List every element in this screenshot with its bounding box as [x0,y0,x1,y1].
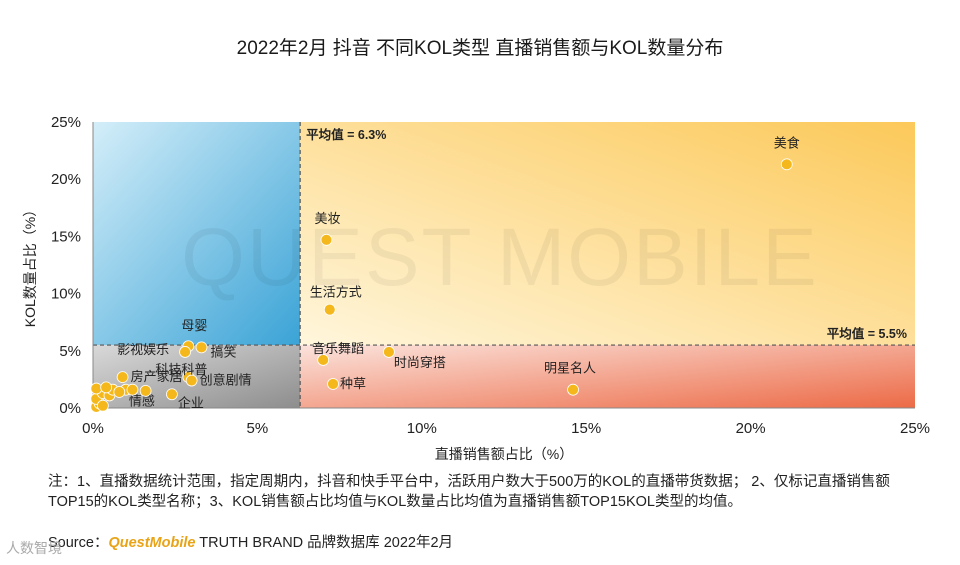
point-label: 生活方式 [310,285,362,300]
x-axis-title: 直播销售额占比（%） [435,446,573,462]
scatter-chart: QUEST MOBILE 平均值 = 6.3% 平均值 = 5.5% 0% 5% 10… [22,114,930,462]
data-point [113,386,126,398]
point-label: 音乐舞蹈 [312,341,364,356]
source-prefix: Source： [48,535,109,551]
avg-x-label: 平均值 = 6.3% [306,127,386,142]
data-point [567,383,579,396]
x-tick-label: 10% [407,420,437,437]
data-point [116,371,129,384]
source-line: Source：QuestMobile TRUTH BRAND 品牌数据库 202… [48,531,453,552]
x-tick-label: 0% [82,420,104,437]
source-brand: QuestMobile [108,535,196,551]
point-label: 时尚穿搭 [394,355,446,370]
data-point [96,399,109,412]
point-label: 创意剧情 [200,373,252,388]
point-label: 种草 [340,376,366,391]
data-point [126,383,139,396]
y-tick-label: 20% [51,171,81,188]
source-suffix: TRUTH BRAND 品牌数据库 2022年2月 [195,535,454,551]
brand-logo: 人数智境 [6,540,62,556]
x-tick-label: 5% [247,420,269,437]
watermark: QUEST MOBILE [181,212,819,303]
data-point [139,384,152,397]
point-label: 影视娱乐 [117,342,169,357]
data-point [327,378,339,390]
point-label: 搞笑 [211,344,237,359]
quadrant-bottom-right [300,345,915,408]
data-point [317,354,330,366]
data-point [100,381,113,394]
y-tick-label: 15% [51,228,81,245]
point-label: 房产家居 [131,369,183,384]
data-point [185,374,198,387]
footnote: 注：1、直播数据统计范围，指定周期内，抖音和快手平台中，活跃用户数大于500万的… [48,474,890,510]
data-point [323,303,336,316]
x-tick-label: 25% [900,420,930,437]
y-tick-label: 5% [59,343,81,360]
point-label: 美妆 [314,211,340,226]
y-tick-label: 0% [59,400,81,417]
point-label: 企业 [178,395,204,410]
quadrant-top-left [93,122,301,346]
data-point [780,158,793,171]
point-label: 母婴 [181,318,207,333]
data-point [166,388,178,401]
y-tick-label: 10% [51,286,81,303]
quadrant-top-right [300,122,915,346]
data-point [383,346,395,358]
point-label: 美食 [774,135,800,150]
data-point [90,382,103,395]
avg-y-label: 平均值 = 5.5% [827,326,907,341]
data-point [320,233,333,246]
y-tick-label: 25% [51,114,81,131]
y-axis-title: KOL数量占比（%） [22,203,38,327]
x-tick-label: 15% [571,420,601,437]
data-point [195,341,208,354]
point-label: 情感 [129,394,155,409]
x-tick-label: 20% [736,420,766,437]
data-point [179,346,191,358]
point-label: 明星名人 [544,361,596,376]
chart-title: 2022年2月 抖音 不同KOL类型 直播销售额与KOL数量分布 [236,38,724,59]
point-label: 科技科普 [155,362,207,377]
